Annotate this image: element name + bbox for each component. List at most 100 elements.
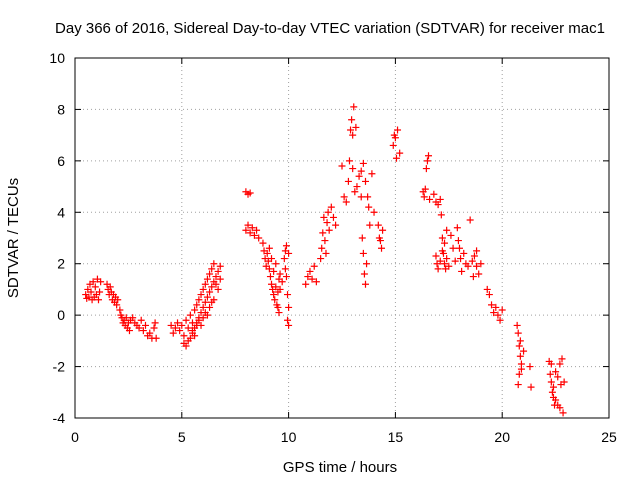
data-point bbox=[552, 368, 560, 376]
data-point bbox=[338, 162, 346, 170]
data-point bbox=[547, 360, 555, 368]
data-point bbox=[216, 262, 224, 270]
data-point bbox=[494, 311, 502, 319]
x-tick-label: 5 bbox=[178, 429, 186, 445]
data-point bbox=[464, 262, 472, 270]
data-point bbox=[284, 291, 292, 299]
data-point bbox=[455, 244, 463, 252]
data-point bbox=[318, 244, 326, 252]
data-point bbox=[271, 296, 279, 304]
data-point bbox=[125, 327, 133, 335]
data-point bbox=[437, 211, 445, 219]
data-point bbox=[317, 255, 325, 263]
data-point bbox=[319, 229, 327, 237]
data-point bbox=[358, 234, 366, 242]
data-point bbox=[203, 275, 211, 283]
data-point bbox=[152, 334, 160, 342]
data-point bbox=[473, 262, 481, 270]
data-point bbox=[485, 291, 493, 299]
data-point bbox=[348, 116, 356, 124]
data-point bbox=[432, 252, 440, 260]
data-point bbox=[436, 195, 444, 203]
data-point bbox=[266, 273, 274, 281]
data-point bbox=[97, 278, 105, 286]
data-point bbox=[113, 301, 121, 309]
data-point bbox=[167, 321, 175, 329]
data-point bbox=[197, 321, 205, 329]
data-point bbox=[349, 165, 357, 173]
data-point bbox=[191, 306, 199, 314]
data-point bbox=[552, 396, 560, 404]
data-point bbox=[560, 378, 568, 386]
data-point bbox=[137, 316, 145, 324]
data-point bbox=[438, 247, 446, 255]
data-point bbox=[150, 324, 158, 332]
data-point bbox=[282, 242, 290, 250]
data-point bbox=[186, 311, 194, 319]
data-point bbox=[468, 257, 476, 265]
data-point bbox=[441, 239, 449, 247]
data-point bbox=[514, 329, 522, 337]
data-point bbox=[420, 193, 428, 201]
data-point bbox=[340, 193, 348, 201]
data-point bbox=[244, 221, 252, 229]
data-point bbox=[282, 273, 290, 281]
x-axis-label: GPS time / hours bbox=[283, 459, 397, 476]
data-point bbox=[453, 224, 461, 232]
y-tick-label: 4 bbox=[57, 204, 65, 220]
data-point bbox=[91, 283, 99, 291]
axis-ticks: 0 5 10 15 20 25 -4 -2 0 2 4 6 8 10 bbox=[49, 50, 617, 445]
data-point bbox=[527, 383, 535, 391]
data-point bbox=[284, 316, 292, 324]
data-point bbox=[325, 226, 333, 234]
data-point bbox=[169, 329, 177, 337]
data-point bbox=[370, 208, 378, 216]
y-tick-label: 0 bbox=[57, 307, 65, 323]
data-point bbox=[141, 321, 149, 329]
data-point bbox=[514, 381, 522, 389]
data-point bbox=[470, 252, 478, 260]
data-point bbox=[214, 285, 222, 293]
data-point bbox=[496, 316, 504, 324]
data-point bbox=[549, 383, 557, 391]
data-point bbox=[87, 288, 95, 296]
data-point bbox=[492, 303, 500, 311]
y-tick-label: 8 bbox=[57, 101, 65, 117]
data-point bbox=[513, 321, 521, 329]
data-point bbox=[515, 342, 523, 350]
data-point bbox=[554, 373, 562, 381]
data-point bbox=[116, 306, 124, 314]
data-point bbox=[199, 303, 207, 311]
data-point bbox=[182, 342, 190, 350]
data-point bbox=[310, 262, 318, 270]
x-tick-label: 0 bbox=[71, 429, 79, 445]
data-point bbox=[276, 270, 284, 278]
data-point bbox=[274, 303, 282, 311]
data-point bbox=[246, 229, 254, 237]
data-point bbox=[135, 324, 143, 332]
data-point bbox=[477, 260, 485, 268]
data-point bbox=[422, 165, 430, 173]
data-point bbox=[94, 296, 102, 304]
data-point bbox=[327, 203, 335, 211]
data-point bbox=[180, 332, 188, 340]
data-point bbox=[308, 275, 316, 283]
data-points bbox=[82, 103, 568, 417]
data-point bbox=[265, 265, 273, 273]
data-point bbox=[438, 234, 446, 242]
data-point bbox=[272, 260, 280, 268]
data-point bbox=[304, 273, 312, 281]
data-point bbox=[457, 255, 465, 263]
data-point bbox=[208, 265, 216, 273]
data-point bbox=[246, 189, 254, 197]
data-point bbox=[556, 404, 564, 412]
data-point bbox=[345, 157, 353, 165]
data-point bbox=[186, 334, 194, 342]
x-tick-label: 15 bbox=[388, 429, 404, 445]
data-point bbox=[312, 278, 320, 286]
data-point bbox=[265, 244, 273, 252]
data-point bbox=[449, 244, 457, 252]
data-point bbox=[212, 280, 220, 288]
data-point bbox=[285, 321, 293, 329]
data-point bbox=[423, 157, 431, 165]
